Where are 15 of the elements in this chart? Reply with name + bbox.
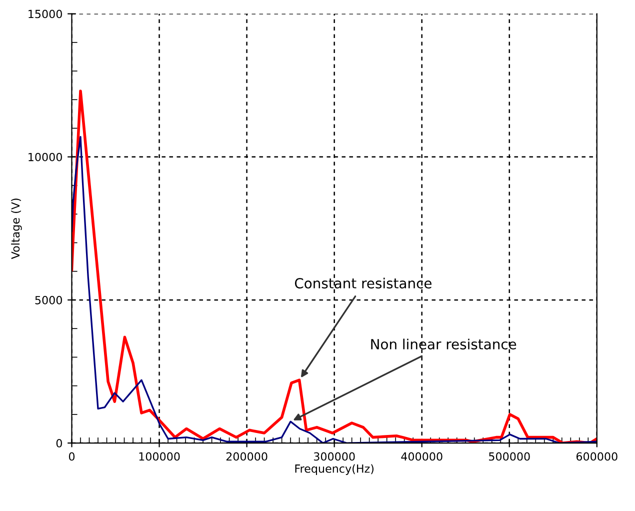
y-tick-label: 10000 (28, 152, 62, 162)
x-tick-label: 200000 (226, 452, 268, 461)
x-tick-label: 0 (68, 452, 75, 461)
x-tick-label: 600000 (576, 452, 618, 461)
x-tick-label: 100000 (139, 452, 180, 461)
x-tick-label: 500000 (489, 452, 530, 461)
annotation: Constant resistance (294, 278, 432, 288)
y-axis-title: Voltage (V) (11, 198, 22, 260)
y-tick-label: 15000 (28, 10, 62, 18)
y-tick-label: 0 (56, 439, 62, 448)
x-tick-label: 300000 (314, 452, 355, 461)
x-axis-title: Frequency(Hz) (295, 464, 374, 475)
annotation: Non linear resistance (371, 338, 516, 350)
y-tick-label: 5000 (35, 296, 62, 304)
x-tick-label: 400000 (401, 452, 442, 461)
